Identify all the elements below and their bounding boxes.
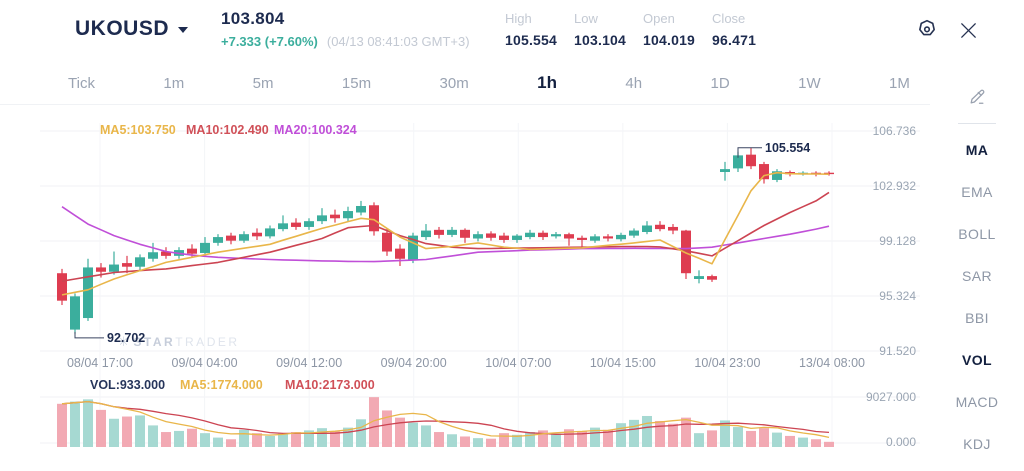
stat-label: Open: [643, 11, 675, 26]
price-change: +7.333 (+7.60%): [221, 34, 318, 49]
indicator-sar[interactable]: SAR: [962, 268, 992, 284]
svg-text:09/04 04:00: 09/04 04:00: [172, 356, 238, 370]
stat-label: Low: [574, 11, 598, 26]
svg-text:10/04 07:00: 10/04 07:00: [485, 356, 551, 370]
volume-axis-labels: 9027.000 0.000: [866, 390, 916, 449]
sidebar-divider: [958, 123, 996, 124]
stat-open: Open 104.019: [643, 11, 695, 48]
svg-text:MA20:100.324: MA20:100.324: [274, 123, 357, 137]
stat-label: Close: [712, 11, 746, 26]
stat-close: Close 96.471: [712, 11, 756, 48]
close-icon[interactable]: [957, 19, 980, 42]
volume-ma-lines: [61, 400, 830, 439]
watermark: ✳ STARTRADER: [118, 334, 240, 349]
price-block: 103.804 +7.333 (+7.60%) (04/13 08:41:03 …: [221, 9, 470, 49]
tab-tick[interactable]: Tick: [68, 74, 95, 92]
svg-text:91.520: 91.520: [879, 344, 916, 358]
svg-text:106.736: 106.736: [873, 124, 917, 138]
svg-text:✳STARTRADER: ✳ STARTRADER: [118, 334, 240, 349]
price-sub: +7.333 (+7.60%) (04/13 08:41:03 GMT+3): [221, 34, 470, 49]
indicator-ema[interactable]: EMA: [961, 184, 993, 200]
stat-value: 103.104: [574, 32, 627, 48]
svg-text:10/04 15:00: 10/04 15:00: [590, 356, 656, 370]
stat-label: High: [505, 11, 532, 26]
header-icons: [914, 17, 980, 43]
symbol-selector[interactable]: UKOUSD: [75, 17, 189, 41]
svg-text:09/04 20:00: 09/04 20:00: [381, 356, 447, 370]
stat-low: Low 103.104: [574, 11, 626, 48]
tab-5m[interactable]: 5m: [252, 74, 274, 92]
indicator-vol[interactable]: VOL: [962, 352, 992, 368]
edit-pencil-icon[interactable]: [967, 87, 987, 112]
tab-30m[interactable]: 30m: [439, 74, 469, 92]
indicator-sidebar: MA EMA BOLL SAR BBI VOL MACD KDJ: [930, 83, 1024, 471]
last-price: 103.804: [221, 9, 285, 28]
price-axis-labels: 106.736 102.932 99.128 95.324 91.520: [873, 124, 917, 358]
svg-text:95.324: 95.324: [879, 289, 916, 303]
tab-1w[interactable]: 1W: [798, 74, 821, 92]
stat-value: 96.471: [712, 32, 757, 48]
svg-text:0.000: 0.000: [886, 435, 916, 449]
svg-text:92.702: 92.702: [107, 331, 145, 345]
tab-1m[interactable]: 1m: [163, 74, 185, 92]
tab-1d[interactable]: 1D: [710, 74, 730, 92]
indicator-ma[interactable]: MA: [965, 142, 989, 158]
svg-text:10/04 23:00: 10/04 23:00: [694, 356, 760, 370]
timeframe-tabs: Tick 1m 5m 15m 30m 1h 4h 1D 1W 1M: [0, 62, 930, 105]
indicator-boll[interactable]: BOLL: [958, 226, 996, 242]
svg-text:MA5:1774.000: MA5:1774.000: [180, 378, 263, 392]
indicator-bbi[interactable]: BBI: [965, 310, 989, 326]
tab-4h[interactable]: 4h: [625, 74, 643, 92]
stat-value: 105.554: [505, 32, 558, 48]
grid-lines: [40, 123, 920, 444]
svg-text:13/04 08:00: 13/04 08:00: [799, 356, 865, 370]
svg-text:99.128: 99.128: [879, 234, 916, 248]
svg-text:MA10:102.490: MA10:102.490: [186, 123, 269, 137]
svg-text:VOL:933.000: VOL:933.000: [90, 378, 165, 392]
settings-icon[interactable]: [914, 17, 940, 43]
header: UKOUSD 103.804 +7.333 (+7.60%) (04/13 08…: [0, 0, 1024, 62]
quote-timestamp: (04/13 08:41:03 GMT+3): [326, 34, 470, 49]
indicator-macd[interactable]: MACD: [955, 394, 999, 410]
tab-1m-month[interactable]: 1M: [889, 74, 910, 92]
tab-1h[interactable]: 1h: [537, 73, 557, 92]
ohlc-stats: High 105.554 Low 103.104 Open 104.019 Cl…: [505, 11, 756, 48]
candlestick-chart[interactable]: ✳ STARTRADER 106.736 102.932 99.128 95.324 91.…: [0, 105, 930, 471]
svg-text:105.554: 105.554: [765, 141, 810, 155]
volume-legend: VOL:933.000 MA5:1774.000 MA10:2173.000: [90, 378, 375, 392]
svg-text:08/04 17:00: 08/04 17:00: [67, 356, 133, 370]
svg-text:09/04 12:00: 09/04 12:00: [276, 356, 342, 370]
symbol-name: UKOUSD: [75, 17, 170, 40]
svg-text:MA10:2173.000: MA10:2173.000: [285, 378, 375, 392]
price-annotations: 105.554 92.702: [74, 141, 810, 345]
stat-high: High 105.554: [505, 11, 557, 48]
svg-text:MA5:103.750: MA5:103.750: [100, 123, 176, 137]
svg-text:102.932: 102.932: [873, 179, 917, 193]
chevron-down-icon: [178, 27, 189, 33]
stat-value: 104.019: [643, 32, 696, 48]
volume-bars: [57, 397, 834, 447]
tab-15m[interactable]: 15m: [341, 74, 372, 92]
svg-text:9027.000: 9027.000: [866, 390, 916, 404]
indicator-kdj[interactable]: KDJ: [963, 436, 991, 452]
main-chart-legend: MA5:103.750 MA10:102.490 MA20:100.324: [100, 123, 357, 137]
price-ma-lines: [61, 171, 830, 296]
x-axis-labels: 08/04 17:00 09/04 04:00 09/04 12:00 09/04 2…: [67, 356, 865, 370]
